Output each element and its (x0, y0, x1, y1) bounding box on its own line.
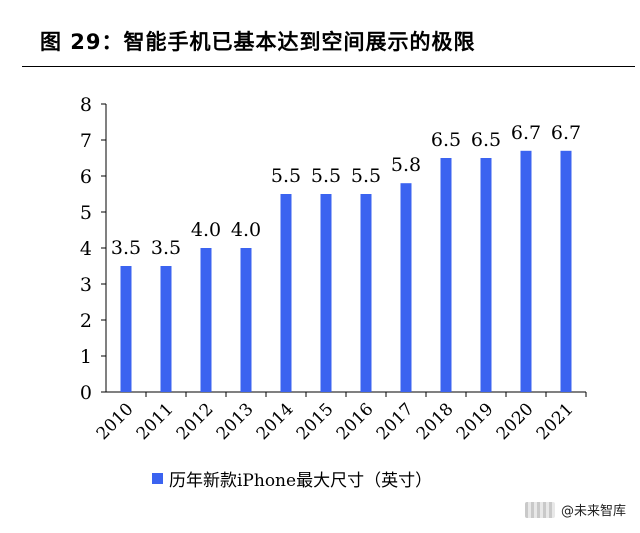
legend: 历年新款iPhone最大尺寸（英寸） (152, 466, 432, 491)
y-tick-label: 5 (80, 202, 92, 224)
data-label: 4.0 (191, 219, 221, 241)
data-label: 3.5 (151, 237, 181, 259)
x-tick-label: 2019 (453, 399, 498, 444)
legend-swatch (152, 473, 163, 484)
data-label: 4.0 (231, 219, 261, 241)
bar (320, 194, 332, 392)
data-label: 5.5 (311, 165, 341, 187)
x-tick-label: 2018 (413, 399, 458, 444)
data-label: 6.7 (551, 122, 581, 144)
watermark-text: @未来智库 (560, 504, 626, 519)
y-tick-label: 0 (80, 382, 92, 404)
x-tick-label: 2016 (333, 399, 378, 444)
y-tick-label: 3 (80, 274, 92, 296)
y-tick-label: 6 (80, 166, 92, 188)
bar (200, 248, 212, 392)
bar (160, 266, 172, 392)
figure-title: 图 29：智能手机已基本达到空间展示的极限 (40, 30, 476, 54)
data-label: 5.5 (271, 165, 301, 187)
x-tick-label: 2010 (93, 399, 138, 444)
legend-label: 历年新款iPhone最大尺寸（英寸） (169, 471, 433, 491)
bar (240, 248, 252, 392)
bar (560, 150, 572, 392)
data-label: 6.7 (511, 122, 541, 144)
x-tick-label: 2021 (533, 399, 578, 444)
x-tick-label: 2013 (213, 399, 258, 444)
y-tick-label: 2 (80, 310, 92, 332)
x-tick-label: 2015 (293, 399, 338, 444)
data-label: 6.5 (471, 129, 501, 151)
y-tick-label: 1 (80, 346, 92, 368)
watermark: @未来智库 (524, 500, 626, 519)
x-tick-label: 2014 (253, 399, 298, 444)
data-label: 5.8 (391, 154, 421, 176)
bar (400, 183, 412, 392)
y-tick-label: 8 (80, 94, 92, 116)
data-label: 3.5 (111, 237, 141, 259)
x-tick-label: 2012 (173, 399, 218, 444)
bar (520, 150, 532, 392)
x-tick-label: 2011 (133, 399, 178, 444)
bar (480, 158, 492, 392)
x-tick-label: 2017 (373, 399, 418, 444)
bar (440, 158, 452, 392)
bar (280, 194, 292, 392)
y-tick-label: 7 (80, 130, 92, 152)
x-tick-label: 2020 (493, 399, 538, 444)
data-label: 6.5 (431, 129, 461, 151)
bar (360, 194, 372, 392)
bar (120, 266, 132, 392)
y-tick-label: 4 (80, 238, 92, 260)
title-divider (22, 66, 635, 67)
data-label: 5.5 (351, 165, 381, 187)
blurred-logo (524, 501, 555, 518)
